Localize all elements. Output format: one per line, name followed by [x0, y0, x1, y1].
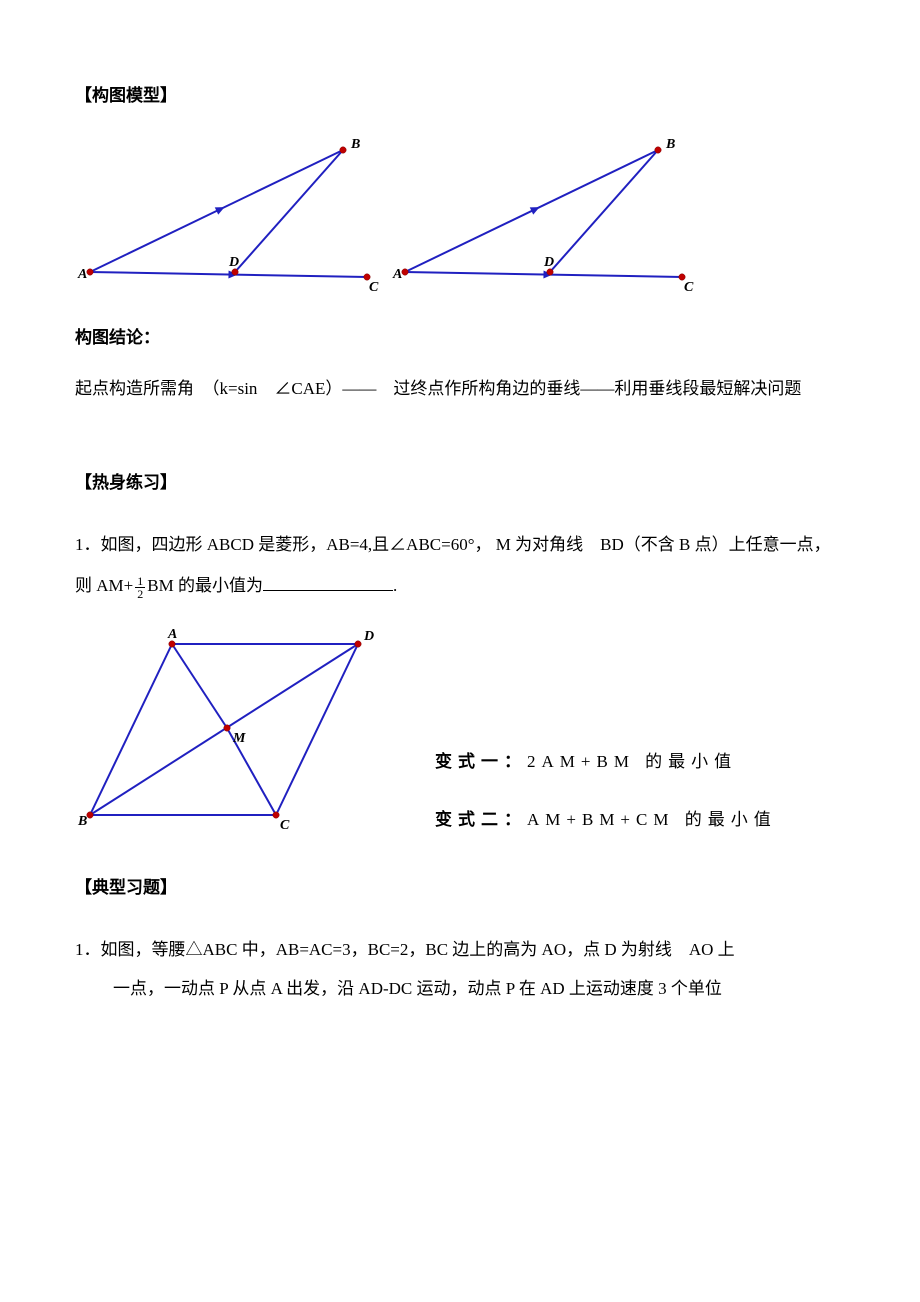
- triangle-diagram-2: A B C D: [390, 132, 700, 292]
- svg-text:D: D: [543, 255, 554, 270]
- heading-conclusion: 构图结论：: [75, 322, 845, 354]
- svg-text:M: M: [232, 731, 246, 746]
- typical-line-2: 一点，一动点 P 从点 A 出发，沿 AD-DC 运动，动点 P 在 AD 上运…: [75, 969, 845, 1008]
- triangle-diagram-row: A B C D A B C D: [75, 132, 845, 292]
- svg-text:B: B: [77, 814, 87, 829]
- svg-text:B: B: [665, 137, 675, 152]
- svg-text:A: A: [392, 267, 402, 282]
- fraction-half: 12: [135, 575, 145, 600]
- svg-text:D: D: [363, 629, 374, 644]
- blank-underline: [263, 590, 393, 591]
- svg-text:B: B: [350, 137, 360, 152]
- variation-1-label: 变式一：: [435, 752, 527, 771]
- variation-2-label: 变式二：: [435, 810, 527, 829]
- fraction-numerator: 1: [135, 575, 145, 588]
- rhombus-diagram: A D B C M: [75, 622, 385, 842]
- svg-text:A: A: [167, 627, 177, 642]
- heading-typical: 【典型习题】: [75, 872, 845, 904]
- variation-2: 变式二：AM+BM+CM 的最小值: [435, 804, 845, 836]
- svg-text:A: A: [77, 267, 87, 282]
- rhombus-section: A D B C M 变式一：2AM+BM 的最小值 变式二：AM+BM+CM 的最小值: [75, 622, 845, 842]
- svg-text:C: C: [280, 818, 290, 833]
- variation-1: 变式一：2AM+BM 的最小值: [435, 746, 845, 778]
- svg-text:C: C: [684, 280, 694, 292]
- warmup-problem: 1．如图，四边形 ABCD 是菱形，AB=4,且∠ABC=60°， M 为对角线…: [75, 525, 845, 607]
- warmup-suffix: BM 的最小值为: [147, 576, 263, 595]
- variation-2-text: AM+BM+CM 的最小值: [527, 810, 777, 829]
- svg-text:C: C: [369, 280, 379, 292]
- variations-block: 变式一：2AM+BM 的最小值 变式二：AM+BM+CM 的最小值: [385, 746, 845, 842]
- svg-text:D: D: [228, 255, 239, 270]
- heading-model: 【构图模型】: [75, 80, 845, 112]
- conclusion-text: 起点构造所需角 （k=sin ∠CAE）—— 过终点作所构角边的垂线——利用垂线…: [75, 370, 845, 407]
- warmup-period: .: [393, 576, 397, 595]
- heading-warmup: 【热身练习】: [75, 467, 845, 499]
- typical-line-1: 1．如图，等腰△ABC 中，AB=AC=3，BC=2，BC 边上的高为 AO，点…: [75, 930, 845, 969]
- fraction-denominator: 2: [135, 588, 145, 600]
- variation-1-text: 2AM+BM 的最小值: [527, 752, 737, 771]
- triangle-diagram-1: A B C D: [75, 132, 385, 292]
- typical-problem: 1．如图，等腰△ABC 中，AB=AC=3，BC=2，BC 边上的高为 AO，点…: [75, 930, 845, 1008]
